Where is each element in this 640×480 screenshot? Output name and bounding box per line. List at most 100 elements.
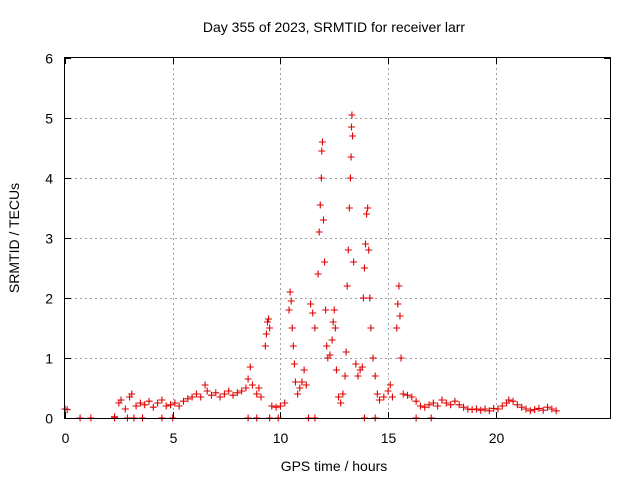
y-tick-label: 0 — [45, 411, 53, 427]
data-point — [548, 405, 556, 413]
data-point — [337, 399, 345, 407]
data-point — [438, 396, 446, 404]
data-point — [321, 258, 329, 266]
data-point — [330, 306, 338, 314]
data-point — [117, 396, 125, 404]
grid-lines — [65, 58, 610, 418]
data-point — [302, 381, 310, 389]
data-point — [348, 111, 356, 119]
data-point — [363, 210, 371, 218]
data-point — [255, 384, 263, 392]
y-tick-label: 1 — [45, 351, 53, 367]
data-point — [246, 363, 254, 371]
data-point — [290, 360, 298, 368]
data-point — [262, 330, 270, 338]
data-point — [442, 399, 450, 407]
data-point — [203, 387, 211, 395]
data-point — [263, 318, 271, 326]
data-point — [318, 147, 326, 155]
data-point — [229, 391, 237, 399]
data-point — [335, 393, 343, 401]
data-point — [347, 153, 355, 161]
data-point — [318, 138, 326, 146]
x-tick-label: 15 — [381, 430, 397, 446]
data-point — [544, 403, 552, 411]
data-point — [314, 270, 322, 278]
data-point — [291, 378, 299, 386]
data-point — [323, 342, 331, 350]
y-tick-label: 6 — [45, 51, 53, 67]
data-point — [396, 312, 404, 320]
x-tick-label: 10 — [273, 430, 289, 446]
data-point — [364, 204, 372, 212]
data-point — [300, 366, 308, 374]
data-point — [348, 123, 356, 131]
data-point — [468, 406, 476, 414]
data-point — [175, 402, 183, 410]
data-point — [281, 399, 289, 407]
data-point — [285, 306, 293, 314]
y-tick-label: 2 — [45, 291, 53, 307]
data-point — [121, 405, 129, 413]
data-point — [276, 402, 284, 410]
data-point — [328, 336, 336, 344]
data-point — [421, 403, 429, 411]
data-point — [455, 401, 463, 409]
data-point — [268, 402, 276, 410]
data-point — [505, 396, 513, 404]
data-point — [244, 375, 252, 383]
data-point — [369, 354, 377, 362]
data-point — [309, 309, 317, 317]
data-point — [298, 378, 306, 386]
data-point — [367, 324, 375, 332]
data-point — [322, 306, 330, 314]
data-point — [149, 403, 157, 411]
data-point — [460, 403, 468, 411]
data-point — [376, 396, 384, 404]
data-point — [485, 407, 493, 415]
data-point — [332, 366, 340, 374]
data-point — [509, 397, 517, 405]
data-point — [184, 395, 192, 403]
data-point — [451, 397, 459, 405]
data-point — [233, 389, 241, 397]
data-point — [412, 397, 420, 405]
plot-frame — [64, 57, 611, 419]
data-point — [360, 264, 368, 272]
data-point — [317, 174, 325, 182]
data-point — [162, 402, 170, 410]
data-point — [339, 390, 347, 398]
data-point — [266, 324, 274, 332]
data-point — [261, 342, 269, 350]
data-point — [288, 324, 296, 332]
data-point — [272, 403, 280, 411]
data-point — [316, 201, 324, 209]
data-point — [289, 342, 297, 350]
y-tick-label: 4 — [45, 171, 53, 187]
data-point — [393, 324, 401, 332]
data-points — [61, 111, 560, 422]
data-point — [397, 354, 405, 362]
data-point — [220, 390, 228, 398]
data-point — [311, 324, 319, 332]
data-point — [359, 294, 367, 302]
data-point — [145, 397, 153, 405]
data-point — [395, 282, 403, 290]
data-point — [345, 204, 353, 212]
data-point — [179, 397, 187, 405]
data-point — [141, 401, 149, 409]
data-point — [238, 387, 246, 395]
x-axis-label: GPS time / hours — [281, 458, 388, 474]
data-point — [158, 396, 166, 404]
data-point — [296, 384, 304, 392]
data-point — [552, 407, 560, 415]
data-point — [319, 216, 327, 224]
data-point — [416, 402, 424, 410]
data-point — [307, 300, 315, 308]
data-point — [490, 404, 498, 412]
data-point — [371, 372, 379, 380]
data-point — [434, 402, 442, 410]
x-tick-label: 0 — [62, 430, 70, 446]
y-tick-label: 3 — [45, 231, 53, 247]
